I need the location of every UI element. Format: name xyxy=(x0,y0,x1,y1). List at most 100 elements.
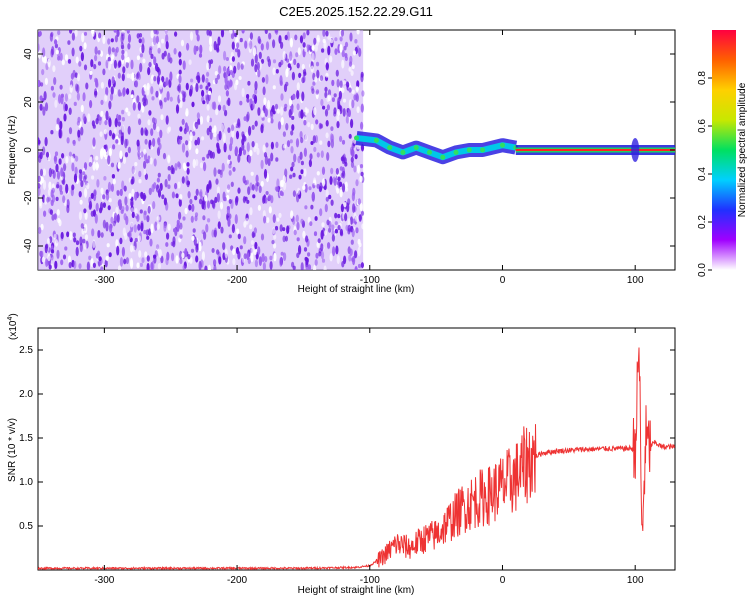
noise-speckle xyxy=(117,121,121,127)
noise-speckle xyxy=(331,97,335,102)
noise-speckle xyxy=(136,55,140,61)
noise-speckle xyxy=(179,93,183,101)
noise-speckle xyxy=(249,149,253,157)
noise-speckle xyxy=(257,69,261,78)
noise-speckle xyxy=(246,94,250,99)
noise-speckle xyxy=(324,86,328,93)
noise-speckle xyxy=(272,59,277,64)
noise-speckle xyxy=(133,224,137,233)
noise-speckle xyxy=(267,158,271,167)
noise-speckle xyxy=(116,30,120,37)
noise-speckle xyxy=(141,43,145,54)
noise-speckle xyxy=(293,229,297,236)
noise-speckle xyxy=(311,52,315,63)
noise-speckle xyxy=(254,120,258,127)
noise-speckle xyxy=(107,38,111,45)
noise-speckle xyxy=(202,202,207,211)
noise-speckle xyxy=(239,245,243,250)
noise-speckle xyxy=(59,84,63,90)
y-tick-label: 20 xyxy=(23,96,34,108)
noise-speckle xyxy=(276,217,280,222)
noise-speckle xyxy=(105,86,109,96)
noise-speckle xyxy=(143,83,147,92)
noise-speckle xyxy=(226,206,230,211)
noise-speckle xyxy=(61,59,65,66)
noise-speckle xyxy=(113,30,117,33)
noise-speckle xyxy=(327,94,331,102)
noise-speckle xyxy=(321,166,326,175)
noise-speckle xyxy=(125,257,129,265)
noise-speckle xyxy=(310,141,314,145)
noise-speckle xyxy=(300,218,304,224)
noise-speckle xyxy=(197,75,201,84)
noise-speckle xyxy=(222,132,226,143)
noise-speckle xyxy=(206,127,210,136)
noise-speckle xyxy=(286,140,291,148)
noise-speckle xyxy=(273,234,277,240)
x-tick-label: 100 xyxy=(627,575,644,586)
noise-speckle xyxy=(203,161,207,172)
noise-speckle xyxy=(178,211,182,220)
noise-speckle xyxy=(174,163,178,171)
noise-speckle xyxy=(195,82,199,93)
noise-speckle xyxy=(237,118,241,128)
noise-speckle xyxy=(226,194,230,201)
y-tick-label: -40 xyxy=(23,238,34,253)
noise-speckle xyxy=(241,143,245,151)
noise-speckle xyxy=(163,223,167,232)
noise-speckle xyxy=(299,151,303,160)
noise-speckle xyxy=(217,95,222,103)
noise-speckle xyxy=(310,204,314,210)
noise-speckle xyxy=(270,152,274,162)
noise-speckle xyxy=(321,48,325,53)
noise-speckle xyxy=(178,198,182,207)
noise-speckle xyxy=(260,43,264,51)
noise-speckle xyxy=(292,93,296,100)
noise-speckle xyxy=(246,97,250,103)
noise-speckle xyxy=(216,186,220,195)
noise-speckle xyxy=(137,73,141,81)
noise-speckle xyxy=(336,255,340,265)
noise-speckle xyxy=(280,251,284,256)
noise-speckle xyxy=(108,100,112,110)
noise-speckle xyxy=(247,186,251,196)
noise-speckle xyxy=(110,232,114,237)
noise-speckle xyxy=(114,88,118,95)
noise-speckle xyxy=(58,158,62,165)
noise-speckle xyxy=(272,85,276,90)
noise-speckle xyxy=(80,126,84,136)
noise-speckle xyxy=(50,48,54,58)
noise-speckle xyxy=(356,164,361,174)
noise-speckle xyxy=(258,51,262,60)
noise-speckle xyxy=(67,255,72,264)
noise-speckle xyxy=(122,227,126,237)
noise-speckle xyxy=(297,47,301,56)
noise-speckle xyxy=(165,41,169,50)
noise-speckle xyxy=(353,165,357,173)
signal-point xyxy=(413,145,419,151)
noise-speckle xyxy=(86,182,90,190)
noise-speckle xyxy=(203,231,207,240)
noise-speckle xyxy=(229,69,233,75)
noise-speckle xyxy=(321,222,325,228)
noise-speckle xyxy=(118,92,123,97)
noise-speckle xyxy=(192,228,196,233)
noise-speckle xyxy=(351,228,355,238)
noise-speckle xyxy=(90,59,94,68)
noise-speckle xyxy=(195,30,199,36)
noise-speckle xyxy=(78,191,82,198)
noise-speckle xyxy=(137,223,141,231)
noise-speckle xyxy=(114,117,118,128)
noise-speckle xyxy=(292,265,296,270)
noise-speckle xyxy=(315,119,319,125)
noise-speckle xyxy=(252,93,256,100)
noise-speckle xyxy=(228,164,232,169)
noise-speckle xyxy=(355,179,359,187)
signal-point xyxy=(426,149,432,155)
noise-speckle xyxy=(38,186,41,196)
y-tick-label: 2.5 xyxy=(19,345,33,356)
noise-speckle xyxy=(241,30,245,34)
noise-speckle xyxy=(359,175,363,183)
noise-speckle xyxy=(261,77,265,83)
